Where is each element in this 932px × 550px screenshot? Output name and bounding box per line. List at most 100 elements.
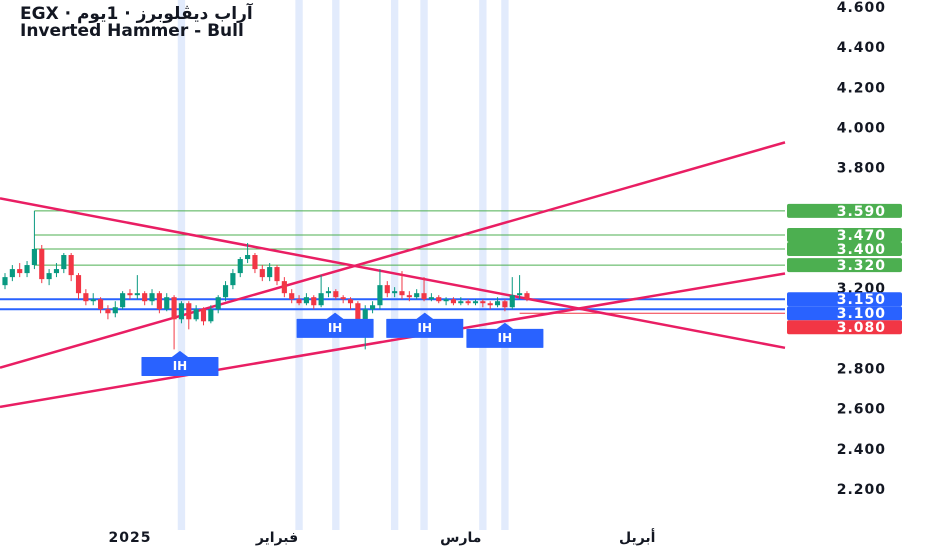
candle-body [502,301,508,308]
candle-body [267,267,273,278]
pattern-marker [466,322,544,348]
pattern-marker [386,312,464,338]
candle-body [97,299,104,310]
candle-body [178,303,185,320]
candle-body [237,259,243,274]
price-badge-label: 3.400 [837,242,886,258]
candle-body [208,309,214,322]
candle-body [509,295,515,308]
trendline [0,141,786,369]
pattern-label: IH [173,359,188,373]
candle-body [303,297,309,304]
candle-body [421,293,427,300]
candle-body [112,307,118,314]
y-tick-label: 2.600 [837,402,886,418]
chart-title: EGX · آراب ديڤلوبرز · 1يوم [20,2,254,24]
candle-body [2,277,8,286]
trendline [0,197,786,350]
candle-body [428,297,434,300]
price-badge [787,203,902,218]
price-badge [787,320,902,335]
candle-body [465,301,471,304]
candle-body [222,285,229,298]
y-tick-label: 2.200 [837,482,886,498]
candle-body [458,301,464,304]
candle-body [347,299,354,304]
candle-body [281,281,287,294]
chart-subtitle: Inverted Hammer - Bull [20,21,244,41]
x-tick-label: مارس [440,530,481,546]
trendline [0,272,786,409]
candle-body [193,309,199,320]
candle-body [355,303,361,320]
price-badge [787,306,902,321]
candle-body [53,269,60,274]
candle-body [414,293,420,298]
candle-body [46,273,52,280]
candle-body [333,291,339,298]
pattern-marker [296,312,374,338]
price-badge-label: 3.470 [837,228,886,244]
candle-body [24,265,30,274]
candle-body [362,309,368,320]
y-tick-label: 4.600 [837,0,886,16]
price-badge-label: 3.100 [837,306,886,322]
candle-body [142,293,148,302]
candle-body [311,297,317,306]
candle-body [61,255,67,270]
candle-body [127,293,133,296]
price-badge-label: 3.590 [837,204,886,220]
candle-body [120,293,126,308]
x-tick-label: أبريل [619,528,656,546]
x-tick-label: 2025 [108,530,151,546]
candle-body [149,293,155,302]
candle-body [75,275,82,294]
candle-body [274,267,280,282]
price-badge-label: 3.320 [837,258,886,274]
candle-body [318,293,324,306]
candle-body [105,309,111,314]
candle-body [289,293,295,300]
candle-body [450,299,457,304]
candle-body [230,273,236,286]
candle-body [164,297,170,310]
candle-body [252,255,258,270]
candle-body [517,293,523,296]
price-badge [787,258,902,273]
candle-body [17,269,23,274]
candle-body [245,255,251,260]
candle-body [296,299,302,304]
candle-body [524,293,530,300]
candle-body [39,249,45,280]
candle-body [406,295,412,298]
pattern-marker [141,350,219,376]
candle-body [31,249,37,266]
candle-body [384,285,390,294]
candle-body [340,297,346,300]
candle-body [171,297,177,320]
candle-body [259,269,265,278]
price-badge-label: 3.080 [837,320,886,336]
candle-body [443,299,449,302]
pattern-label: IH [328,321,343,335]
price-badge-label: 3.150 [837,292,886,308]
y-tick-label: 2.800 [837,361,886,377]
y-tick-label: 4.200 [837,80,886,96]
price-badge [787,242,902,256]
candle-body [68,255,74,276]
candle-body [215,297,221,310]
candle-body [83,293,89,302]
y-tick-label: 2.400 [837,442,886,458]
candle-body [9,269,15,278]
candle-body [134,293,140,296]
candle-body [90,299,96,302]
candle-body [186,303,192,320]
candle-body [494,301,501,306]
candle-body [377,285,383,306]
candle-body [370,305,376,310]
candle-body [325,291,332,294]
price-badge [787,227,902,242]
candle-body [472,301,479,304]
